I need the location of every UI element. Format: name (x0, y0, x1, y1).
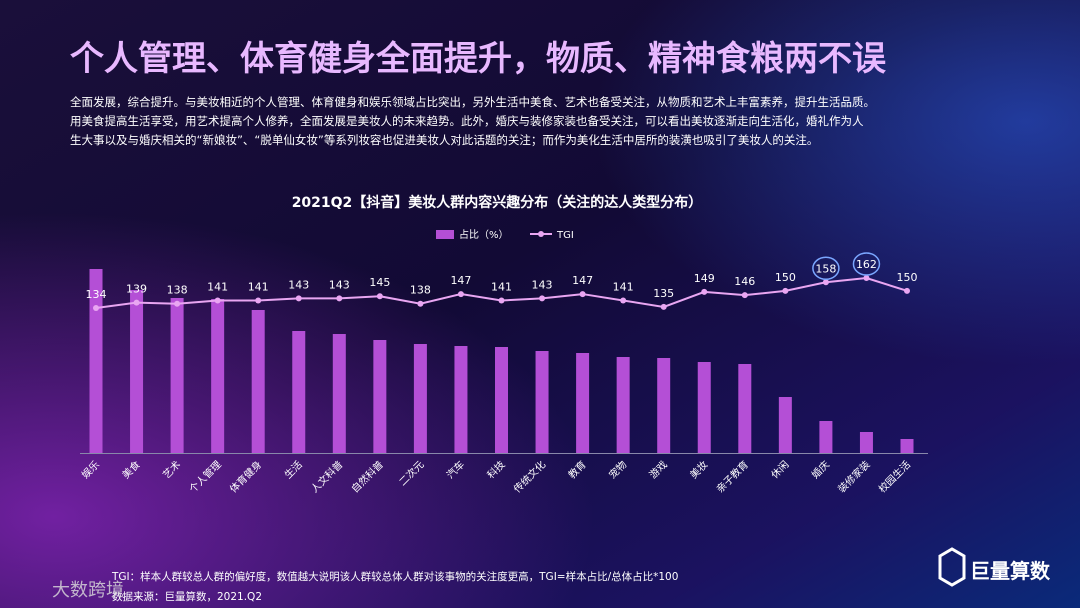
bar (657, 358, 671, 453)
bar (413, 344, 427, 453)
tgi-point (255, 297, 262, 304)
tgi-point (214, 297, 221, 304)
data-label: 139 (126, 283, 147, 296)
bar (859, 432, 873, 453)
tgi-point (863, 275, 870, 281)
bar (373, 340, 387, 453)
data-label: 146 (734, 275, 755, 288)
data-label: 141 (491, 281, 512, 294)
logo: 巨量算数 (938, 547, 1051, 587)
tgi-point (822, 279, 829, 286)
bar (332, 334, 346, 453)
bar (454, 346, 468, 453)
data-label: 143 (288, 278, 309, 291)
tgi-point (457, 291, 464, 298)
tgi-point (174, 300, 181, 307)
tgi-point (336, 295, 343, 302)
bar (616, 357, 630, 453)
data-label: 150 (897, 271, 918, 284)
bar (130, 290, 144, 453)
tgi-point (133, 299, 140, 306)
data-label: 149 (694, 272, 715, 285)
legend-label: TGI (556, 230, 574, 241)
data-label: 141 (613, 281, 634, 294)
tgi-point (417, 300, 424, 307)
tgi-point (660, 303, 667, 310)
paragraph-line: 全面发展，综合提升。与美妆相近的个人管理、体育健身和娱乐领域占比突出，另外生活中… (70, 95, 875, 109)
bar (900, 439, 914, 453)
data-label: 143 (329, 278, 350, 291)
legend-swatch (538, 231, 544, 237)
watermark: 大数跨境 (52, 580, 124, 601)
data-label: 141 (248, 281, 269, 294)
tgi-point (93, 305, 99, 311)
tgi-point (376, 293, 383, 300)
bar (778, 397, 792, 453)
data-label: 135 (653, 287, 674, 300)
bar (535, 351, 549, 453)
data-label: 158 (815, 262, 836, 275)
tgi-point (782, 287, 789, 294)
tgi-point (498, 297, 505, 304)
bar (89, 269, 103, 453)
data-label: 150 (775, 271, 796, 284)
tgi-point (579, 291, 586, 298)
tgi-point (741, 292, 748, 299)
tgi-point (295, 295, 302, 302)
tgi-point (904, 287, 910, 294)
logo-icon (938, 547, 966, 587)
bar (819, 421, 833, 453)
data-label: 141 (207, 281, 228, 294)
tgi-point (701, 288, 708, 295)
bar (211, 299, 225, 453)
highlight-circle (852, 252, 881, 276)
bar (697, 362, 711, 453)
source: 数据来源：巨量算数，2021.Q2 (112, 590, 262, 603)
data-label: 162 (856, 258, 877, 271)
tgi-point (539, 295, 546, 302)
tgi-point (620, 297, 627, 304)
bar (576, 353, 590, 453)
footnote: TGI：样本人群较总人群的偏好度，数值越大说明该人群较总体人群对该事物的关注度更… (111, 570, 678, 583)
paragraph-line: 用美食提高生活享受，用艺术提高个人修养，全面发展是美妆人的未来趋势。此外，婚庆与… (70, 114, 864, 128)
data-label: 138 (167, 284, 188, 297)
data-label: 138 (410, 284, 431, 297)
bar (251, 310, 265, 453)
data-label: 134 (86, 288, 107, 301)
data-label: 145 (369, 276, 390, 289)
bar (738, 364, 752, 453)
bar (495, 347, 508, 453)
highlight-circle (812, 256, 840, 281)
data-label: 147 (572, 274, 593, 287)
page-title: 个人管理、体育健身全面提升，物质、精神食粮两不误 (70, 39, 886, 79)
bar (292, 331, 306, 453)
legend-swatch (436, 230, 454, 239)
chart-title: 2021Q2【抖音】美妆人群内容兴趣分布（关注的达人类型分布） (292, 194, 703, 211)
data-label: 147 (450, 274, 471, 287)
logo-text: 巨量算数 (970, 559, 1051, 583)
bar (170, 298, 184, 453)
data-label: 143 (532, 278, 553, 291)
legend-label: 占比（%） (459, 228, 509, 241)
paragraph-line: 生大事以及与婚庆相关的“新娘妆”、“脱单仙女妆”等系列妆容也促进美妆人对此话题的… (70, 133, 818, 147)
